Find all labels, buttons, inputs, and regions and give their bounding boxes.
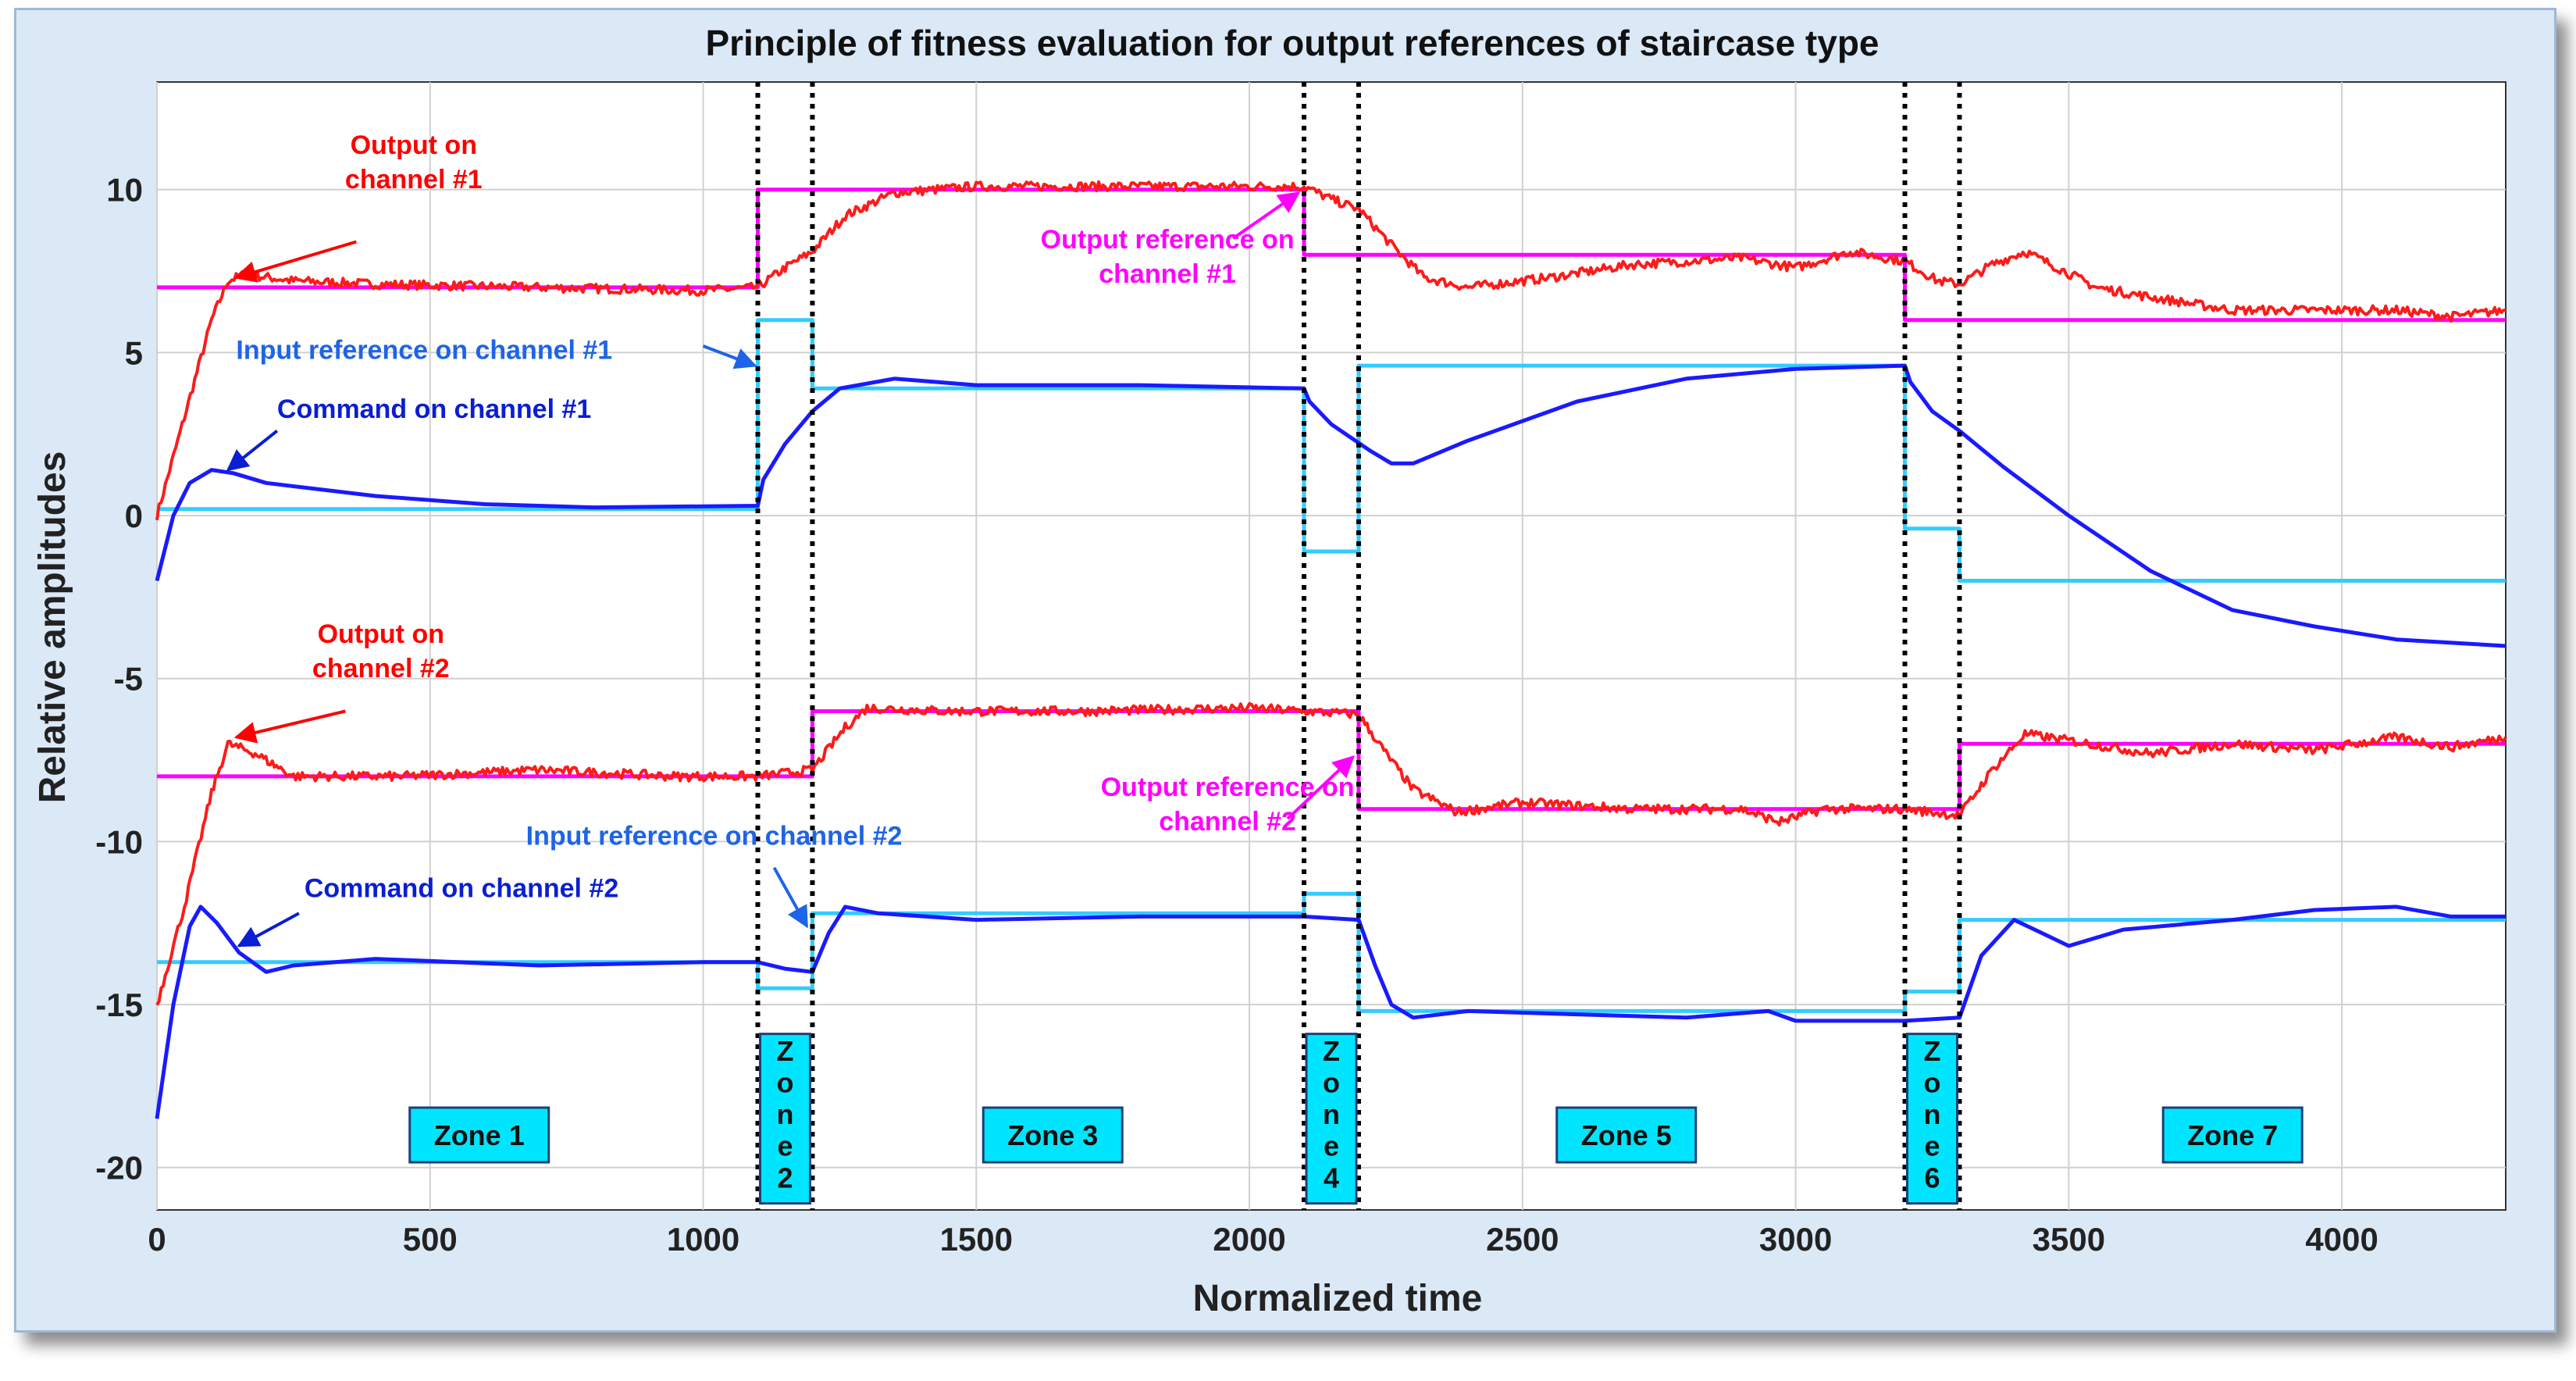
annotation-arrow [226, 429, 279, 472]
annotation-label: Input reference on channel #2 [526, 822, 903, 851]
series-output-on-channel-1 [155, 180, 2507, 521]
annotation-label: Output on channel #1 [345, 130, 483, 194]
y-tick-label: 5 [125, 334, 143, 371]
x-axis-label: Normalized time [1193, 1278, 1483, 1319]
series-input-reference-on-channel-1 [157, 318, 2506, 583]
chart-title: Principle of fitness evaluation for outp… [705, 23, 1879, 63]
zone-label-box [2161, 1106, 2303, 1164]
annotation-label: Command on channel #1 [277, 394, 591, 424]
zone-label-box [1555, 1106, 1698, 1164]
y-tick-label: -15 [95, 987, 143, 1023]
annotation-label: Output reference on channel #2 [1101, 773, 1355, 837]
zone-label: Zone 7 [2187, 1119, 2278, 1151]
series-command-on-channel-2 [155, 905, 2506, 1119]
series-input-reference-on-channel-2 [157, 891, 2506, 1013]
x-tick-label: 4000 [2305, 1221, 2378, 1258]
zone-label: Zone 1 [434, 1119, 525, 1151]
y-tick-label: 10 [106, 172, 143, 209]
chart-frame: Principle of fitness evaluation for outp… [14, 8, 2556, 1333]
annotation-label: Output reference on channel #1 [1041, 225, 1295, 289]
annotation-arrow [233, 240, 357, 283]
x-tick-label: 1500 [940, 1221, 1013, 1258]
y-tick-label: 0 [125, 498, 143, 534]
x-tick-label: 500 [403, 1221, 458, 1258]
zone-label: Zone 3 [1007, 1119, 1098, 1151]
plot-area [156, 81, 2507, 1211]
zone-label-box [408, 1106, 550, 1164]
y-axis-label: Relative amplitudes [32, 451, 73, 804]
x-tick-label: 0 [148, 1221, 166, 1258]
y-tick-label: -20 [95, 1150, 143, 1187]
chart-svg: Principle of fitness evaluation for outp… [32, 23, 2507, 1319]
zone-label-box [1905, 1033, 1958, 1205]
annotation-arrow [702, 344, 757, 369]
annotation-label: Input reference on channel #1 [236, 336, 612, 366]
x-tick-label: 3500 [2033, 1221, 2105, 1258]
series-output-on-channel-2 [155, 701, 2507, 1006]
zone-label-box [1305, 1033, 1358, 1205]
x-tick-label: 2000 [1213, 1221, 1285, 1258]
annotation-label: Command on channel #2 [305, 873, 618, 903]
annotation-arrow [237, 912, 300, 947]
annotation-arrow [772, 866, 809, 929]
annotation-arrow [1286, 755, 1356, 820]
zone-label: Zone 5 [1581, 1119, 1672, 1151]
annotation-arrow [1231, 191, 1301, 240]
x-tick-label: 1000 [667, 1221, 739, 1258]
x-tick-label: 3000 [1759, 1221, 1832, 1258]
annotation-label: Output on channel #2 [312, 619, 450, 683]
y-tick-label: -5 [114, 661, 143, 698]
x-tick-label: 2500 [1486, 1221, 1559, 1258]
zone-label-box [758, 1033, 811, 1205]
series-command-on-channel-1 [155, 363, 2507, 648]
y-tick-label: -10 [95, 823, 143, 860]
annotation-arrow [233, 709, 346, 744]
zone-label-box [982, 1106, 1124, 1164]
